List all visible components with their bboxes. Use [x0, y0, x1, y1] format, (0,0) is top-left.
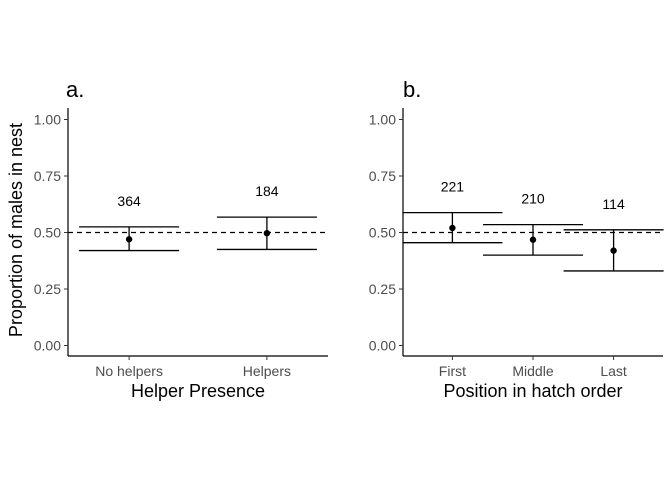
mean-point-1-2: [610, 247, 617, 254]
sample-size-label-0-1: 184: [255, 183, 279, 199]
x-axis-title-0: Helper Presence: [131, 381, 265, 401]
x-tick-label-1-2: Last: [600, 363, 627, 379]
x-tick-label-1-1: Middle: [512, 363, 553, 379]
y-tick-label-0-3: 0.75: [34, 168, 61, 184]
y-tick-label-1-1: 0.25: [369, 281, 396, 297]
x-axis-title-1: Position in hatch order: [443, 381, 622, 401]
y-tick-label-0-0: 0.00: [34, 338, 61, 354]
y-tick-label-0-1: 0.25: [34, 281, 61, 297]
panel-label-0: a.: [66, 77, 84, 102]
sample-size-label-0-0: 364: [117, 193, 141, 209]
y-tick-label-1-2: 0.50: [369, 225, 396, 241]
sample-size-label-1-0: 221: [441, 179, 465, 195]
sample-size-label-1-2: 114: [602, 196, 625, 212]
y-axis-title-0: Proportion of males in nest: [6, 123, 26, 337]
sample-size-label-1-1: 210: [521, 191, 545, 207]
y-tick-label-1-0: 0.00: [369, 338, 396, 354]
x-tick-label-1-0: First: [439, 363, 466, 379]
y-tick-label-0-4: 1.00: [34, 112, 61, 128]
mean-point-0-1: [263, 229, 271, 237]
mean-point-0-0: [125, 236, 133, 243]
x-tick-label-0-0: No helpers: [95, 363, 163, 379]
panel-label-1: b.: [403, 77, 421, 102]
x-tick-label-0-1: Helpers: [243, 363, 291, 379]
mean-point-1-1: [529, 236, 537, 243]
y-tick-label-1-4: 1.00: [369, 112, 396, 128]
y-tick-label-1-3: 0.75: [369, 168, 396, 184]
mean-point-1-0: [449, 224, 456, 232]
y-tick-label-0-2: 0.50: [34, 225, 61, 241]
